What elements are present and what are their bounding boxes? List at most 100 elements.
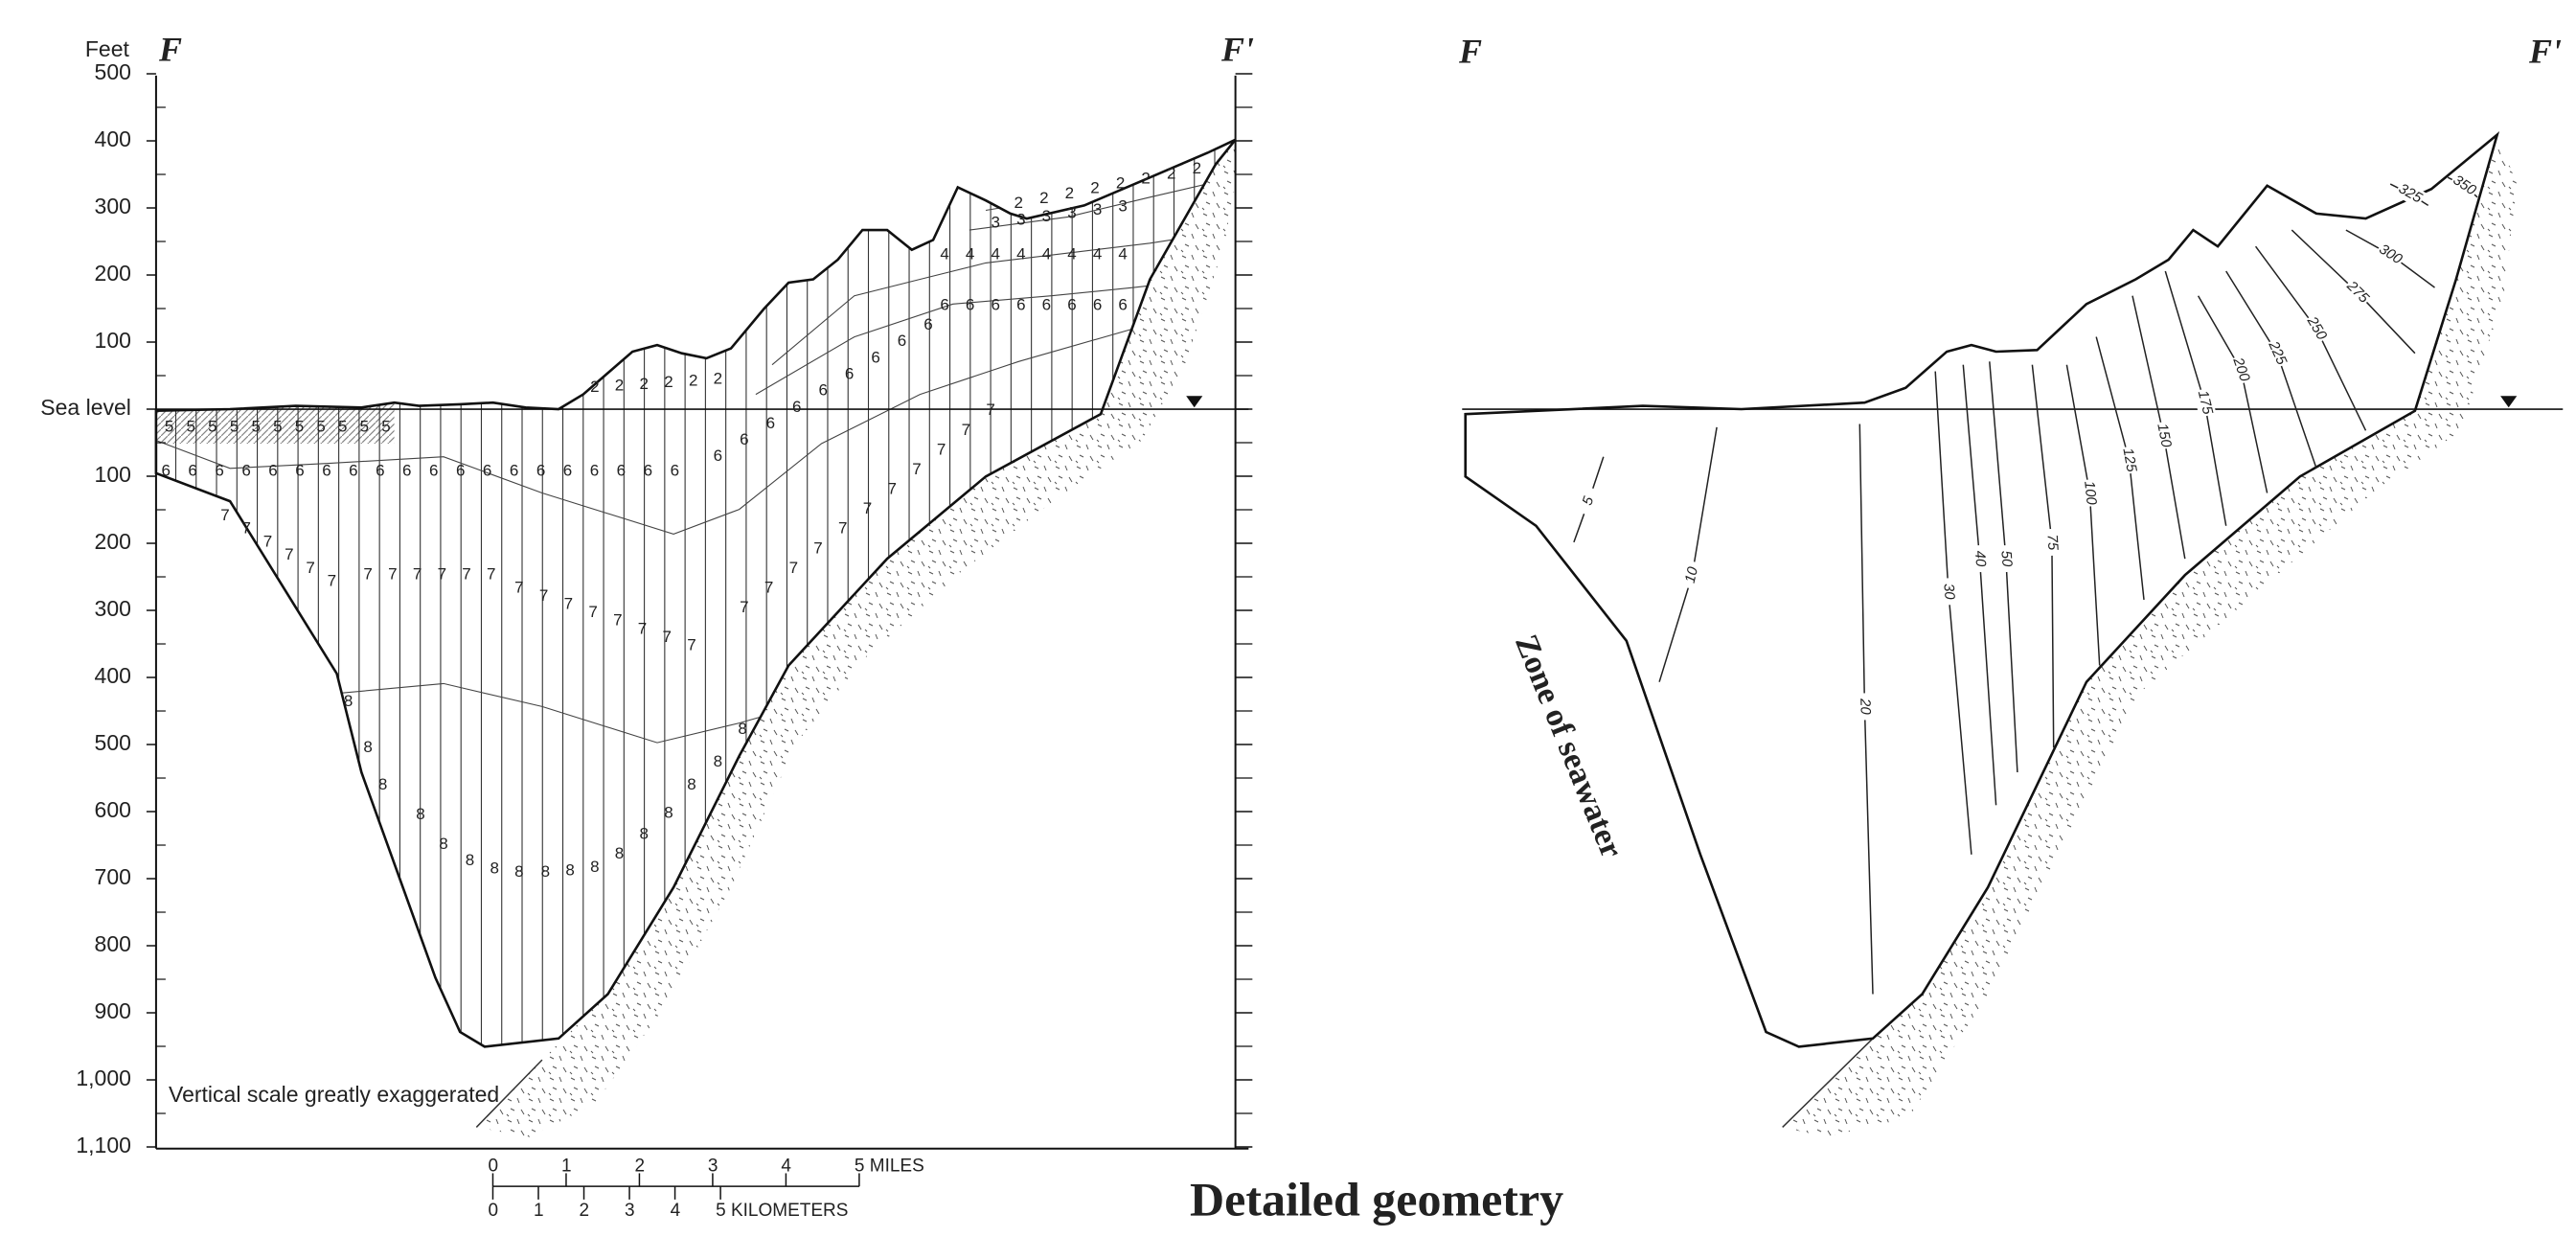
contour-label: 300 [2376, 241, 2405, 267]
layer-label: 3 [1042, 207, 1051, 225]
layer-label: 8 [565, 860, 574, 879]
y-tick-label: 300 [95, 596, 131, 621]
contour-label: 275 [2343, 277, 2373, 307]
layer-label: 7 [462, 565, 470, 584]
layer-label: 8 [363, 738, 372, 756]
contour-label: 250 [2303, 313, 2330, 344]
layer-label: 6 [322, 462, 331, 480]
layer-label: 4 [1093, 244, 1102, 263]
layer-label: 6 [402, 462, 411, 480]
layer-boundary [156, 683, 855, 743]
layer-label: 6 [268, 462, 277, 480]
scale-label: 4 [671, 1201, 681, 1221]
water-table-marker [1186, 396, 1202, 407]
scale-label: 1 [534, 1201, 544, 1221]
scale-label: 3 [708, 1157, 718, 1177]
layer-label: 6 [536, 462, 545, 480]
layer-label: 7 [588, 603, 597, 621]
caption: Detailed geometry [1190, 1173, 1563, 1226]
contour-label: 30 [1940, 583, 1957, 601]
layer-label: 8 [640, 825, 649, 843]
layer-label: 7 [487, 565, 495, 584]
scale-label: 5 MILES [855, 1157, 924, 1177]
layer-label: 4 [1016, 244, 1025, 263]
layer-label: 5 [187, 417, 195, 435]
y-tick-label: 500 [95, 730, 131, 755]
scale-label: 0 [488, 1201, 498, 1221]
layer-label: 5 [208, 417, 217, 435]
layer-label: 2 [1039, 189, 1048, 207]
layer-label: 5 [273, 417, 282, 435]
layer-label: 6 [295, 462, 304, 480]
layer-label: 6 [1067, 295, 1076, 313]
layer-label: 7 [813, 538, 822, 557]
layer-label: 7 [789, 559, 798, 577]
layer-label: 7 [638, 619, 647, 637]
y-tick-label: Sea level [40, 395, 131, 420]
section-start-label: F [1458, 32, 1482, 70]
layer-label: 7 [328, 572, 336, 590]
layer-label: 6 [966, 295, 974, 313]
layer-label: 6 [923, 315, 932, 333]
y-tick-label: 1,100 [76, 1133, 131, 1157]
layer-label: 2 [1141, 169, 1150, 187]
layer-label: 2 [714, 370, 722, 388]
layer-label: 7 [539, 586, 548, 605]
layer-label: 6 [617, 462, 626, 480]
layer-label: 8 [344, 692, 353, 710]
layer-label: 2 [1014, 194, 1023, 212]
layer-label: 4 [1118, 244, 1127, 263]
layer-label: 7 [285, 545, 293, 563]
layer-label: 7 [937, 440, 946, 458]
layer-label: 6 [349, 462, 357, 480]
layer-label: 4 [992, 244, 1000, 263]
layer-label: 6 [376, 462, 384, 480]
y-tick-label: 500 [95, 59, 131, 84]
layer-label: 7 [613, 611, 622, 630]
layer-label: 7 [986, 401, 994, 419]
layer-label: 2 [689, 371, 697, 389]
layer-label: 5 [251, 417, 260, 435]
layer-label: 7 [838, 519, 847, 538]
layer-label: 6 [483, 462, 491, 480]
layer-label: 6 [992, 295, 1000, 313]
layer-label: 6 [740, 430, 748, 448]
layer-label: 2 [615, 376, 624, 394]
contour-label: 20 [1857, 698, 1873, 716]
layer-label: 7 [220, 506, 229, 524]
contour-label: 175 [2195, 389, 2216, 417]
layer-label: 7 [962, 421, 970, 439]
layer-label: 7 [663, 628, 672, 646]
layer-label: 2 [664, 373, 672, 391]
y-tick-label: 200 [95, 261, 131, 286]
layer-label: 7 [413, 565, 422, 584]
layer-label: 7 [764, 578, 773, 596]
layer-label: 6 [563, 462, 572, 480]
y-tick-label: 100 [95, 462, 131, 487]
y-tick-label: 800 [95, 931, 131, 956]
layer-label: 5 [338, 417, 347, 435]
scale-label: 1 [561, 1157, 572, 1177]
layer-label: 2 [1116, 174, 1125, 193]
contour-line [2032, 365, 2053, 748]
layer-label: 7 [740, 598, 748, 616]
scale-label: 5 KILOMETERS [716, 1201, 848, 1221]
layer-label: 3 [1118, 197, 1127, 216]
layer-label: 6 [940, 295, 948, 313]
layer-label: 7 [514, 578, 523, 596]
layer-label: 8 [615, 844, 624, 862]
layer-label: 7 [863, 499, 872, 517]
layer-label: 3 [1067, 203, 1076, 221]
layer-label: 6 [845, 364, 854, 382]
scale-label: 2 [634, 1157, 645, 1177]
layer-label: 3 [1016, 210, 1025, 228]
layer-label: 6 [1093, 295, 1102, 313]
y-tick-label: 400 [95, 663, 131, 688]
layer-label: 8 [664, 803, 672, 821]
layer-label: 4 [966, 244, 974, 263]
layer-label: 2 [1090, 179, 1099, 197]
layer-label: 6 [1118, 295, 1127, 313]
layer-label: 8 [687, 775, 695, 793]
y-tick-label: 300 [95, 194, 131, 218]
layer-label: 6 [714, 447, 722, 465]
